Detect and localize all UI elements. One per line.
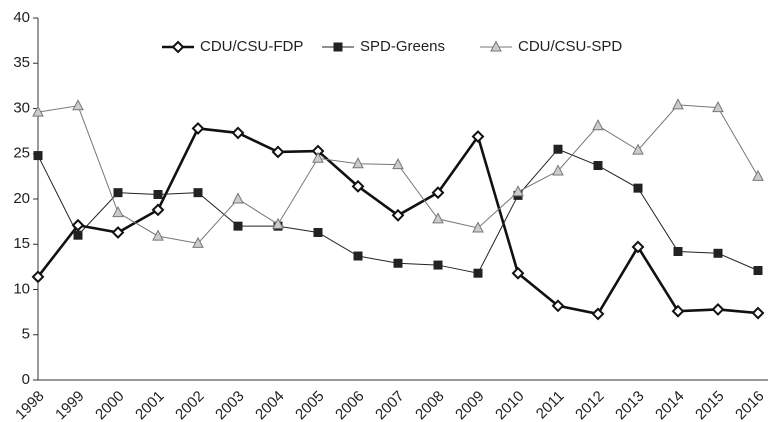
point (351, 179, 365, 193)
point (712, 101, 724, 113)
point (752, 169, 764, 181)
point (751, 306, 765, 320)
legend-item: CDU/CSU-FDP (162, 38, 303, 55)
point (471, 130, 485, 143)
y-tick-label: 35 (13, 54, 30, 71)
x-tick-label: 2013 (612, 388, 648, 422)
x-tick-label: 2012 (572, 388, 608, 422)
point (31, 270, 45, 284)
point (553, 144, 563, 154)
point (592, 119, 604, 131)
point (71, 218, 85, 232)
point (233, 221, 243, 231)
y-tick-label: 30 (13, 99, 30, 116)
point (193, 188, 203, 198)
x-tick-label: 2014 (652, 388, 688, 422)
point (512, 185, 524, 197)
point (313, 227, 323, 237)
point (191, 121, 205, 135)
point (472, 221, 484, 233)
legend-label: SPD-Greens (360, 38, 445, 55)
point (312, 151, 324, 163)
point (231, 126, 245, 140)
x-tick-label: 2015 (692, 388, 728, 422)
point (673, 246, 683, 256)
point (72, 99, 84, 111)
point (32, 105, 44, 117)
point (152, 229, 164, 241)
point (633, 183, 643, 193)
point (672, 98, 684, 110)
legend-item: CDU/CSU-SPD (480, 38, 622, 55)
x-tick-label: 1999 (52, 388, 88, 422)
y-tick-label: 20 (13, 190, 30, 207)
point (232, 192, 244, 204)
point (551, 299, 565, 313)
point (112, 206, 124, 218)
legend-label: CDU/CSU-SPD (518, 38, 622, 55)
x-tick-label: 2003 (212, 388, 248, 422)
point (353, 251, 363, 261)
x-tick-label: 2007 (372, 388, 408, 422)
x-tick-label: 2005 (292, 388, 328, 422)
point (753, 265, 763, 275)
point (511, 266, 525, 280)
x-tick-label: 2000 (92, 388, 128, 422)
point (671, 304, 685, 318)
point (552, 164, 564, 176)
point (272, 217, 284, 229)
series-line (37, 104, 759, 244)
point (431, 186, 445, 200)
point (711, 302, 725, 316)
y-tick-label: 25 (13, 145, 30, 162)
x-tick-label: 1998 (12, 388, 48, 422)
y-tick-label: 0 (22, 371, 30, 388)
point (111, 226, 125, 239)
point (433, 260, 443, 270)
y-tick-label: 40 (13, 9, 30, 26)
point (151, 203, 165, 217)
point (632, 143, 644, 155)
x-tick-label: 2009 (452, 388, 488, 422)
x-tick-label: 2011 (533, 388, 568, 422)
point (391, 208, 405, 222)
point (33, 151, 43, 161)
point (473, 268, 483, 278)
point (113, 188, 123, 198)
legend-item: SPD-Greens (322, 38, 445, 55)
point (392, 158, 404, 170)
point (631, 240, 645, 254)
legend-label: CDU/CSU-FDP (200, 38, 303, 55)
point (153, 189, 163, 199)
point (352, 157, 364, 169)
point (73, 230, 83, 240)
point (591, 307, 605, 321)
x-tick-label: 2001 (132, 388, 168, 422)
x-tick-label: 2006 (332, 388, 368, 422)
point (192, 236, 204, 248)
x-tick-label: 2008 (412, 388, 448, 422)
y-tick-label: 5 (22, 326, 30, 343)
y-tick-label: 15 (13, 235, 30, 252)
y-tick-label: 10 (13, 280, 30, 297)
legend-marker (490, 40, 502, 52)
point (593, 161, 603, 171)
point (713, 248, 723, 258)
x-tick-label: 2016 (732, 388, 768, 422)
x-tick-label: 2004 (252, 388, 288, 422)
point (432, 212, 444, 224)
legend-marker (171, 40, 185, 54)
legend-marker (333, 42, 343, 52)
point (393, 258, 403, 268)
point (271, 145, 285, 159)
x-tick-label: 2002 (172, 388, 208, 422)
x-tick-label: 2010 (492, 388, 528, 422)
